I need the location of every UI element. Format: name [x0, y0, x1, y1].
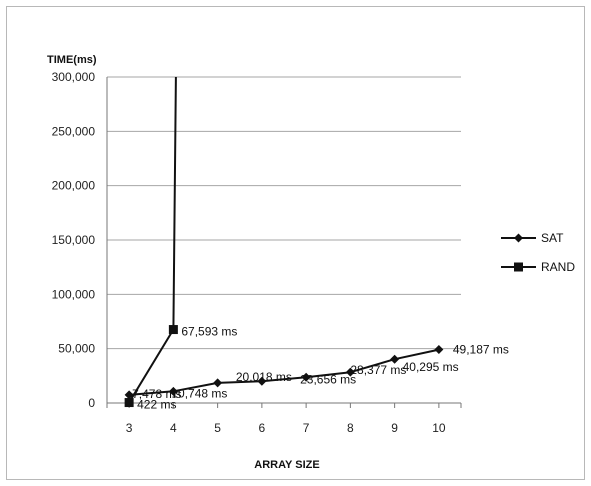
y-tick-label: 150,000 — [52, 233, 96, 247]
data-point-sat — [345, 367, 355, 377]
data-label: 7,478 ms — [132, 387, 181, 401]
legend-label-rand: RAND — [541, 260, 575, 274]
x-tick-label: 8 — [347, 421, 354, 435]
y-tick-label: 250,000 — [52, 124, 96, 138]
data-label: 28,377 ms — [350, 363, 406, 377]
legend: SAT RAND — [501, 231, 575, 274]
x-axis-title: ARRAY SIZE — [254, 459, 319, 471]
data-point-sat — [257, 376, 267, 386]
data-label: 10,748 ms — [171, 386, 227, 400]
x-tick-label: 10 — [432, 421, 446, 435]
y-tick-label: 0 — [88, 396, 95, 410]
data-label: 67,593 ms — [181, 325, 237, 339]
data-point-sat — [434, 345, 444, 355]
data-point-rand — [168, 325, 178, 335]
data-label: 49,187 ms — [453, 343, 509, 357]
data-point-rand — [124, 398, 134, 408]
y-tick-label: 50,000 — [58, 342, 95, 356]
data-label: 422 ms — [137, 398, 176, 412]
chart-frame — [6, 6, 585, 480]
x-tick-label: 9 — [391, 421, 398, 435]
gridlines — [107, 76, 461, 350]
data-label: 40,295 ms — [403, 360, 459, 374]
data-point-sat — [168, 386, 178, 396]
y-axis-title: TIME(ms) — [47, 54, 97, 66]
series-line-sat — [129, 348, 440, 396]
y-tick-label: 100,000 — [52, 287, 96, 301]
data-label: 23,656 ms — [300, 372, 356, 386]
x-tick-label: 7 — [303, 421, 310, 435]
x-tick-label: 6 — [259, 421, 266, 435]
data-point-sat — [390, 354, 400, 364]
data-point-sat — [213, 378, 223, 388]
legend-marker-sat — [514, 233, 523, 243]
legend-label-sat: SAT — [541, 231, 564, 245]
y-tick-label: 300,000 — [52, 70, 96, 84]
x-tick-label: 4 — [170, 421, 177, 435]
data-point-sat — [301, 372, 311, 382]
x-tick-label: 5 — [214, 421, 221, 435]
series-lines — [124, 76, 444, 408]
x-tick-label: 3 — [126, 421, 133, 435]
axes: 0 50,000 100,000 150,000 200,000 250,000 300,0… — [52, 70, 462, 435]
y-tick-label: 200,000 — [52, 179, 96, 193]
data-label: 20,018 ms — [236, 370, 292, 384]
legend-marker-rand — [514, 262, 523, 272]
